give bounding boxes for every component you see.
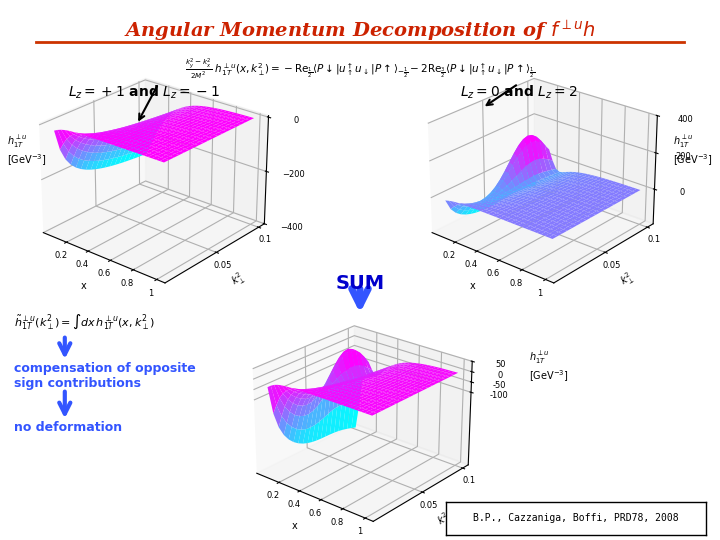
Text: SUM: SUM [336,274,384,293]
Y-axis label: $k^2_{\perp}$: $k^2_{\perp}$ [228,268,248,290]
Text: $L_z=+1$ and $L_z=-1$: $L_z=+1$ and $L_z=-1$ [68,84,220,101]
X-axis label: x: x [469,281,475,291]
Text: $h_{1T}^{\perp u}$
[GeV$^{-3}$]: $h_{1T}^{\perp u}$ [GeV$^{-3}$] [529,350,569,384]
X-axis label: x: x [81,281,86,291]
Y-axis label: $k^2_{\perp}$: $k^2_{\perp}$ [435,508,454,530]
Text: Angular Momentum Decomposition of $f^{\perp u}h$: Angular Momentum Decomposition of $f^{\p… [124,19,596,44]
Text: $h_{1T}^{\perp u}$
[GeV$^{-3}$]: $h_{1T}^{\perp u}$ [GeV$^{-3}$] [7,134,47,168]
Text: $h_{1T}^{\perp u}$
[GeV$^{-3}$]: $h_{1T}^{\perp u}$ [GeV$^{-3}$] [673,134,713,168]
X-axis label: x: x [292,521,297,530]
Text: $\frac{k_y^2 - k_x^2}{2M^2}\ h_{1T}^{\perp u}(x,k_{\perp}^2) = -\mathrm{Re}_{\fr: $\frac{k_y^2 - k_x^2}{2M^2}\ h_{1T}^{\pe… [185,57,535,81]
Y-axis label: $k^2_{\perp}$: $k^2_{\perp}$ [617,268,637,290]
Text: compensation of opposite
sign contributions: compensation of opposite sign contributi… [14,362,196,390]
Text: $L_z=0$ and $L_z=2$: $L_z=0$ and $L_z=2$ [459,84,577,101]
Text: B.P., Cazzaniga, Boffi, PRD78, 2008: B.P., Cazzaniga, Boffi, PRD78, 2008 [473,514,679,523]
Text: $\tilde{h}_{1T}^{\perp u}(k_{\perp}^2) = \int dx\, h_{1T}^{\perp u}(x, k_{\perp}: $\tilde{h}_{1T}^{\perp u}(k_{\perp}^2) =… [14,313,155,332]
Text: no deformation: no deformation [14,421,122,434]
